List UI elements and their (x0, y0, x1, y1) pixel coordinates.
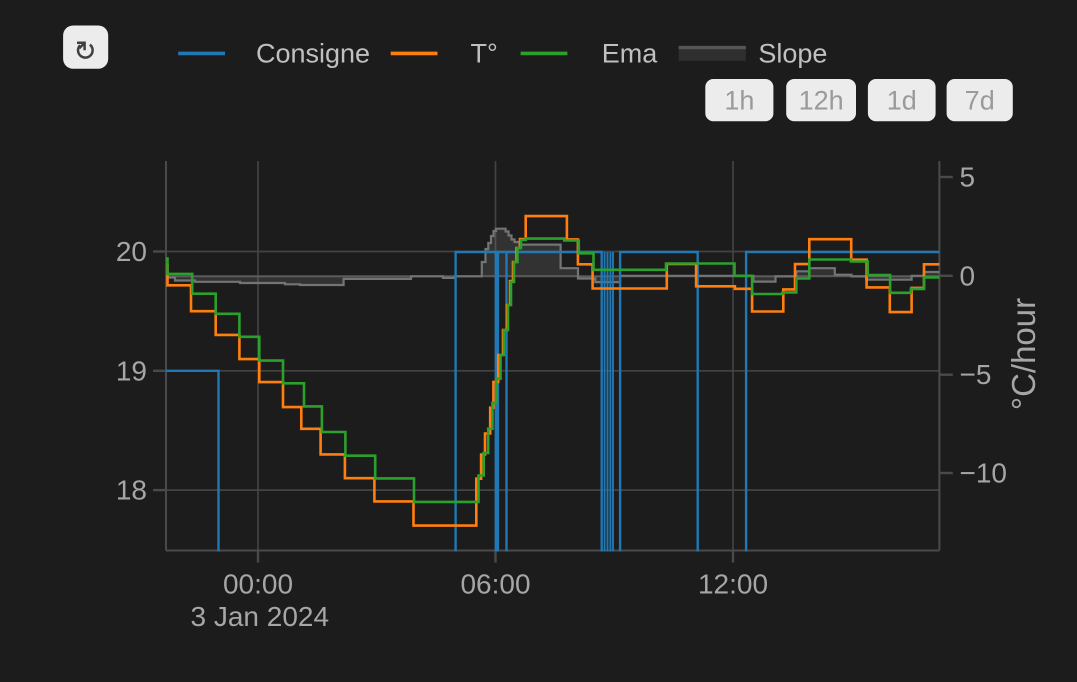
svg-text:0: 0 (960, 260, 976, 291)
svg-text:19: 19 (116, 355, 147, 386)
svg-text:Consigne: Consigne (256, 39, 370, 69)
svg-text:Ema: Ema (602, 39, 659, 69)
svg-text:18: 18 (116, 475, 147, 506)
svg-text:Slope: Slope (758, 39, 827, 69)
svg-text:12h: 12h (799, 86, 844, 116)
svg-text:−10: −10 (960, 458, 1008, 489)
svg-text:°C/hour: °C/hour (1005, 298, 1042, 410)
svg-text:T°: T° (471, 39, 498, 69)
svg-text:1d: 1d (887, 86, 917, 116)
svg-text:00:00: 00:00 (223, 568, 293, 599)
svg-text:20: 20 (116, 236, 147, 267)
svg-text:3 Jan 2024: 3 Jan 2024 (191, 601, 330, 632)
svg-text:7d: 7d (965, 86, 995, 116)
svg-text:−5: −5 (960, 359, 992, 390)
svg-text:1h: 1h (724, 86, 754, 116)
svg-text:12:00: 12:00 (698, 568, 768, 599)
svg-text:06:00: 06:00 (460, 568, 530, 599)
svg-text:5: 5 (960, 162, 976, 193)
